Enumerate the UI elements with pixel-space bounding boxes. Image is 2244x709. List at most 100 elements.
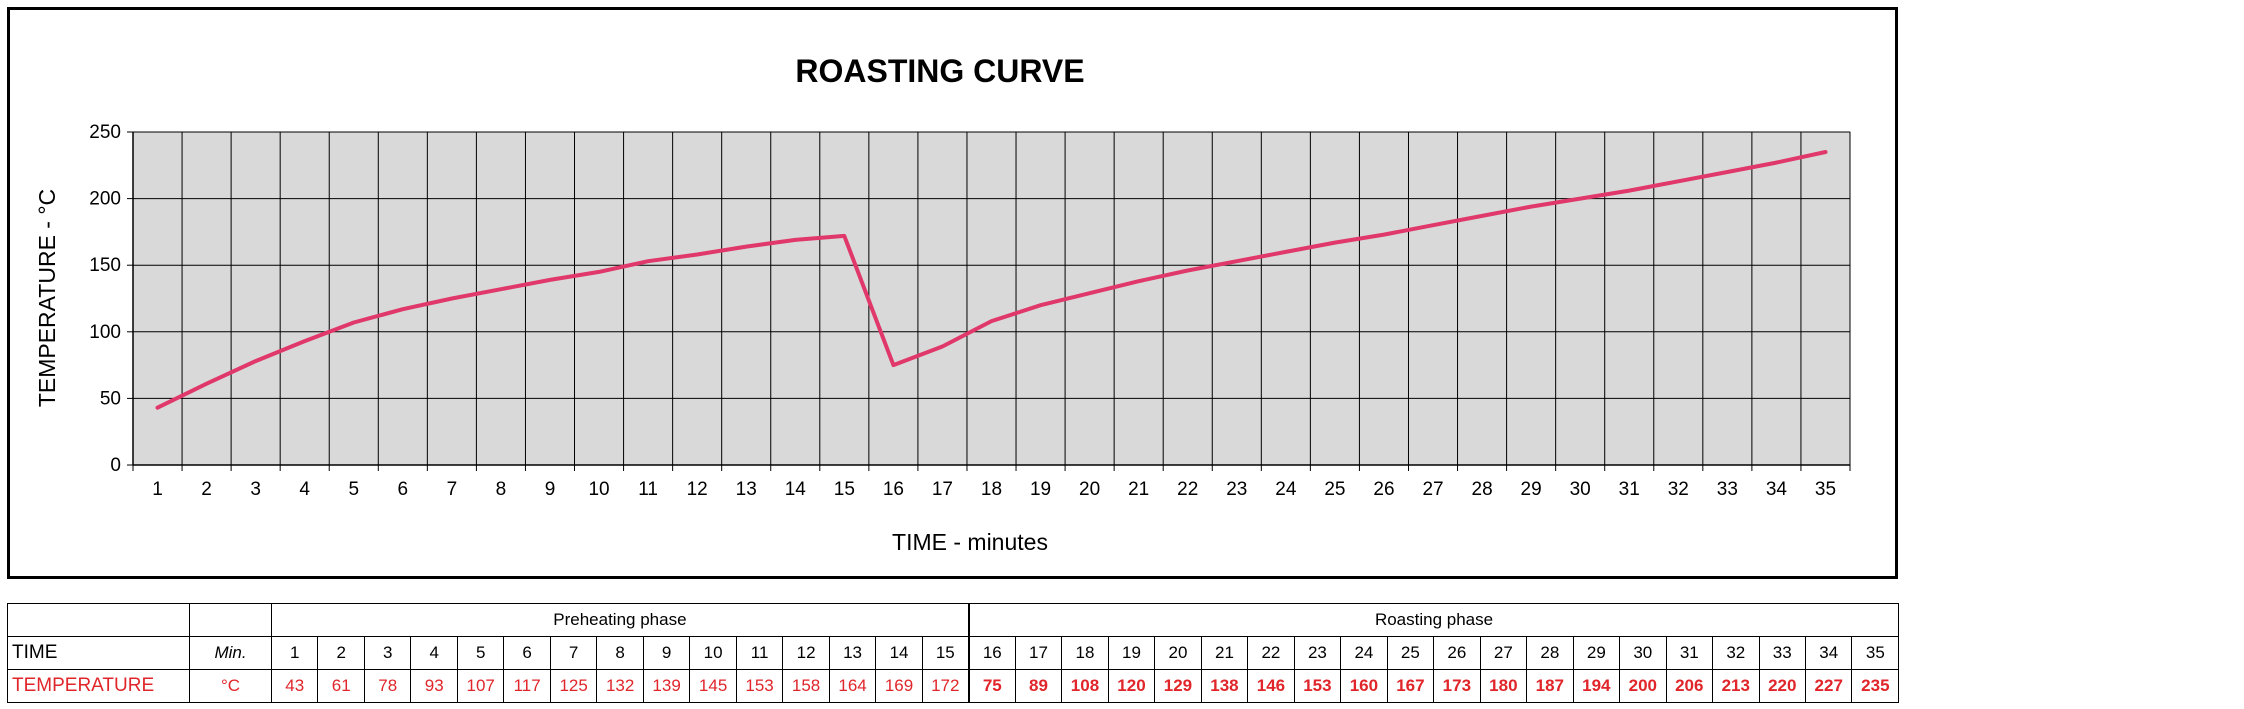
y-tick-label: 150 [89, 255, 121, 276]
time-value-cell: 33 [1758, 636, 1807, 670]
time-value-cell: 8 [596, 636, 644, 670]
temperature-value-cell: 180 [1479, 669, 1528, 703]
temperature-value-cell: 164 [828, 669, 877, 703]
x-tick-label: 8 [496, 479, 507, 500]
temperature-value-cell: 61 [317, 669, 365, 703]
temperature-row-label: TEMPERATURE [7, 669, 190, 703]
time-value-cell: 18 [1061, 636, 1109, 670]
x-tick-label: 21 [1128, 479, 1149, 500]
temperature-value-cell: 75 [968, 669, 1016, 703]
time-value-cell: 19 [1107, 636, 1156, 670]
temperature-value-cell: 220 [1758, 669, 1807, 703]
time-value-cell: 17 [1014, 636, 1063, 670]
time-value-cell: 20 [1154, 636, 1202, 670]
time-value-cell: 26 [1433, 636, 1481, 670]
temperature-value-cell: 194 [1572, 669, 1621, 703]
temperature-value-cell: 139 [642, 669, 691, 703]
temperature-value-cell: 107 [456, 669, 505, 703]
temperature-value-cell: 158 [782, 669, 830, 703]
time-row-label: TIME [7, 636, 190, 670]
preheating-phase-header: Preheating phase [270, 603, 970, 637]
temperature-value-cell: 206 [1665, 669, 1714, 703]
x-tick-label: 20 [1079, 479, 1100, 500]
temperature-value-cell: 187 [1526, 669, 1574, 703]
time-value-cell: 25 [1386, 636, 1435, 670]
time-value-cell: 16 [968, 636, 1016, 670]
time-value-cell: 35 [1851, 636, 1900, 670]
x-tick-label: 27 [1422, 479, 1443, 500]
time-value-cell: 21 [1200, 636, 1249, 670]
x-axis-label: TIME - minutes [892, 529, 1048, 555]
temperature-value-cell: 145 [689, 669, 737, 703]
y-tick-label: 50 [100, 388, 121, 409]
y-tick-label: 100 [89, 322, 121, 343]
x-tick-label: 33 [1717, 479, 1738, 500]
x-tick-label: 14 [785, 479, 807, 500]
x-tick-label: 35 [1815, 479, 1836, 500]
x-tick-label: 6 [398, 479, 409, 500]
y-tick-label: 0 [110, 455, 121, 476]
temperature-value-cell: 235 [1851, 669, 1900, 703]
x-tick-label: 15 [834, 479, 855, 500]
temperature-value-cell: 153 [1293, 669, 1342, 703]
x-tick-label: 16 [883, 479, 904, 500]
x-tick-label: 9 [545, 479, 556, 500]
temperature-value-cell: 172 [921, 669, 970, 703]
x-tick-label: 7 [447, 479, 458, 500]
temperature-value-cell: 146 [1247, 669, 1295, 703]
time-value-cell: 7 [549, 636, 598, 670]
x-tick-label: 19 [1030, 479, 1051, 500]
x-tick-label: 1 [152, 479, 163, 500]
temperature-value-cell: 120 [1107, 669, 1156, 703]
time-value-cell: 3 [363, 636, 412, 670]
temperature-value-cell: 160 [1340, 669, 1388, 703]
x-tick-label: 30 [1570, 479, 1591, 500]
temperature-value-cell: 169 [875, 669, 923, 703]
temperature-value-cell: 213 [1712, 669, 1760, 703]
x-tick-label: 22 [1177, 479, 1198, 500]
temperature-value-cell: 108 [1061, 669, 1109, 703]
time-value-cell: 1 [270, 636, 319, 670]
x-tick-label: 13 [736, 479, 757, 500]
x-tick-label: 11 [638, 479, 658, 500]
phase-header-row: Preheating phase Roasting phase [7, 603, 1900, 637]
time-row: TIME Min. 1 2 3 4 5 6 7 8 9 10 11 12 13 14 15 16 17 18 19 2… [7, 636, 1900, 670]
x-tick-label: 29 [1521, 479, 1542, 500]
time-value-cell: 27 [1479, 636, 1528, 670]
time-value-cell: 22 [1247, 636, 1295, 670]
x-tick-label: 5 [348, 479, 359, 500]
plot-area [132, 131, 1851, 466]
time-value-cell: 12 [782, 636, 830, 670]
time-value-cell: 24 [1340, 636, 1388, 670]
temperature-value-cell: 153 [735, 669, 784, 703]
time-value-cell: 13 [828, 636, 877, 670]
temperature-value-cell: 132 [596, 669, 644, 703]
empty-cell [189, 603, 272, 637]
roasting-phase-header: Roasting phase [968, 603, 1900, 637]
y-tick-label: 200 [89, 189, 121, 210]
temperature-value-cell: 89 [1014, 669, 1063, 703]
time-value-cell: 11 [735, 636, 784, 670]
x-tick-label: 26 [1373, 479, 1394, 500]
time-value-cell: 10 [689, 636, 737, 670]
temperature-value-cell: 200 [1619, 669, 1667, 703]
temperature-value-cell: 129 [1154, 669, 1202, 703]
temperature-value-cell: 167 [1386, 669, 1435, 703]
x-tick-label: 17 [932, 479, 953, 500]
temperature-value-cell: 117 [503, 669, 551, 703]
time-value-cell: 30 [1619, 636, 1667, 670]
time-value-cell: 32 [1712, 636, 1760, 670]
temperature-value-cell: 138 [1200, 669, 1249, 703]
x-tick-label: 25 [1324, 479, 1345, 500]
x-tick-label: 32 [1668, 479, 1689, 500]
y-tick-label: 250 [89, 122, 121, 143]
time-value-cell: 5 [456, 636, 505, 670]
temperature-row: TEMPERATURE °C 43 61 78 93 107 117 125 132 139 14… [7, 669, 1900, 703]
temperature-value-cell: 227 [1804, 669, 1853, 703]
x-tick-label: 18 [981, 479, 1002, 500]
time-value-cell: 14 [875, 636, 923, 670]
x-tick-label: 34 [1766, 479, 1788, 500]
temperature-value-cell: 93 [410, 669, 458, 703]
x-tick-label: 23 [1226, 479, 1247, 500]
temperature-value-cell: 173 [1433, 669, 1481, 703]
